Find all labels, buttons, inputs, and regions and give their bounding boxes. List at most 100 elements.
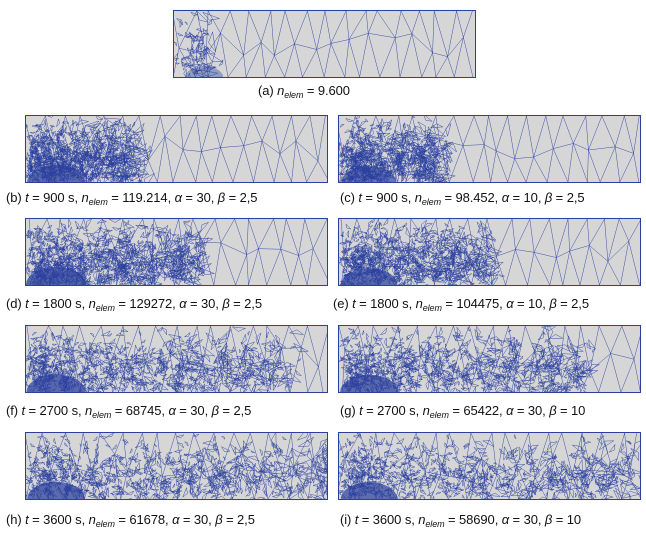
n-symbol: n — [422, 403, 430, 418]
equals: = — [444, 512, 460, 527]
equals: = — [28, 296, 44, 311]
alpha-symbol: α — [506, 296, 514, 311]
caption-f: (f) t = 2700 s, nelem = 68745, α = 30, β… — [6, 403, 251, 420]
alpha-value: 10 — [523, 190, 538, 205]
refinement-cluster — [340, 374, 398, 392]
n-symbol: n — [81, 190, 89, 205]
alpha-symbol: α — [174, 190, 182, 205]
t-symbol: t — [25, 512, 29, 527]
alpha-value: 30 — [196, 190, 211, 205]
beta-value: 2,5 — [566, 190, 585, 205]
equals: = — [362, 403, 378, 418]
comma: , — [542, 403, 550, 418]
t-symbol: t — [25, 296, 29, 311]
equals: = — [218, 403, 234, 418]
equals: = — [186, 296, 202, 311]
n-symbol: n — [88, 296, 96, 311]
alpha-value: 30 — [201, 296, 216, 311]
t-symbol: t — [25, 190, 29, 205]
t-symbol: t — [354, 512, 359, 527]
elem-subscript: elem — [422, 303, 442, 313]
unit: s, — [64, 190, 82, 205]
caption-label: (c) — [340, 190, 355, 205]
equals: = — [448, 403, 464, 418]
comma: , — [494, 512, 502, 527]
comma: , — [215, 296, 223, 311]
equals: = — [552, 512, 567, 527]
unit: s, — [405, 403, 423, 418]
caption-label: (b) — [6, 190, 22, 205]
equals: = — [361, 190, 377, 205]
caption-label: (f) — [6, 403, 18, 418]
comma: , — [210, 190, 218, 205]
n-symbol: n — [85, 403, 93, 418]
t-value: 900 — [376, 190, 398, 205]
n-symbol: n — [277, 83, 285, 98]
t-value: 1800 — [370, 296, 399, 311]
caption-h: (h) t = 3600 s, nelem = 61678, α = 30, β… — [6, 512, 255, 529]
n-symbol: n — [418, 512, 426, 527]
mesh-image-g — [338, 325, 641, 393]
unit: s, — [71, 296, 89, 311]
equals: = — [229, 296, 245, 311]
t-value: 900 — [43, 190, 65, 205]
alpha-value: 30 — [527, 403, 543, 418]
equals: = — [28, 512, 44, 527]
comma: , — [172, 296, 180, 311]
n-symbol: n — [415, 296, 423, 311]
alpha-value: 10 — [528, 296, 543, 311]
caption-e: (e) t = 1800 s, nelem = 104475, α = 10, … — [333, 296, 589, 313]
equals: = — [111, 403, 126, 418]
equals: = — [28, 190, 44, 205]
equals: = — [556, 403, 572, 418]
n-elem-value: 58690 — [459, 512, 495, 527]
comma: , — [499, 403, 507, 418]
t-value: 1800 — [43, 296, 72, 311]
comma: , — [167, 190, 175, 205]
elem-subscript: elem — [425, 519, 445, 529]
beta-value: 2,5 — [237, 512, 255, 527]
t-value: 3600 — [372, 512, 402, 527]
n-elem-value: 65422 — [463, 403, 500, 418]
refinement-cluster — [340, 482, 398, 499]
beta-symbol: β — [549, 296, 557, 311]
refinement-cluster — [342, 166, 397, 182]
caption-i: (i) t = 3600 s, nelem = 58690, α = 30, β… — [340, 512, 581, 529]
alpha-value: 30 — [193, 512, 209, 527]
beta-symbol: β — [215, 512, 223, 527]
mesh-lines — [339, 326, 640, 392]
n-elem-value: 129272 — [129, 296, 173, 311]
beta-symbol: β — [211, 403, 219, 418]
refinement-cluster — [185, 66, 224, 77]
caption-a: (a) nelem = 9.600 — [258, 83, 350, 100]
alpha-symbol: α — [179, 296, 187, 311]
elem-subscript: elem — [429, 410, 449, 420]
t-symbol: t — [352, 296, 356, 311]
comma: , — [204, 403, 212, 418]
alpha-symbol: α — [501, 190, 510, 205]
equals: = — [358, 512, 373, 527]
t-symbol: t — [359, 403, 363, 418]
equals: = — [303, 83, 318, 98]
beta-symbol: β — [549, 403, 557, 418]
caption-b: (b) t = 900 s, nelem = 119.214, α = 30, … — [6, 190, 257, 207]
t-symbol: t — [358, 190, 362, 205]
n-symbol: n — [414, 190, 422, 205]
unit: s, — [71, 512, 89, 527]
elem-subscript: elem — [88, 197, 108, 207]
equals: = — [114, 296, 130, 311]
beta-symbol: β — [544, 512, 553, 527]
mesh-image-b — [25, 115, 328, 183]
mesh-image-d — [25, 218, 328, 286]
caption-c: (c) t = 900 s, nelem = 98.452, α = 10, β… — [340, 190, 585, 207]
equals: = — [509, 512, 524, 527]
n-elem-value: 98.452 — [455, 190, 495, 205]
caption-label: (a) — [258, 83, 274, 98]
beta-symbol: β — [544, 190, 553, 205]
unit: s, — [68, 403, 85, 418]
refinement-cluster — [340, 268, 398, 285]
n-elem-value: 104475 — [456, 296, 500, 311]
comma: , — [165, 512, 173, 527]
equals: = — [556, 296, 572, 311]
n-elem-value: 9.600 — [317, 83, 350, 98]
